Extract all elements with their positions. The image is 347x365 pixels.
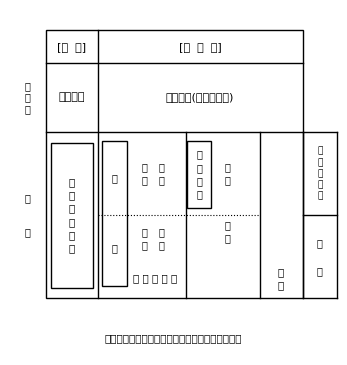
Text: イ
ン
ド
亜
大
陸: イ ン ド 亜 大 陸 [69, 177, 75, 253]
Bar [102, 141, 127, 286]
Text: 非
農
業: 非 農 業 [24, 81, 30, 114]
Text: 朝
鮮
半
島: 朝 鮮 半 島 [196, 150, 202, 199]
Text: 中




国: 中 国 [111, 173, 117, 253]
Text: 東
北: 東 北 [159, 162, 164, 185]
Bar [187, 141, 211, 208]
Text: 華
北: 華 北 [141, 162, 147, 185]
Text: アジアの伝統的生活様式と主作物の類型の模式図: アジアの伝統的生活様式と主作物の類型の模式図 [105, 333, 242, 343]
Text: 華
中: 華 中 [159, 227, 164, 250]
Text: 南
部: 南 部 [225, 220, 231, 243]
Text: [牧  畜]: [牧 畜] [57, 42, 86, 52]
Text: 北
部: 北 部 [225, 162, 231, 185]
Bar [51, 143, 93, 288]
Text: 日
本: 日 本 [278, 267, 284, 290]
Text: [非  牧  畜]: [非 牧 畜] [179, 42, 221, 52]
Text: 農


業: 農 業 [24, 193, 30, 238]
Text: 東 南 ア ジ ア: 東 南 ア ジ ア [133, 273, 178, 284]
Text: 稲

作: 稲 作 [317, 238, 323, 276]
Text: シベリア(狩猟・採集): シベリア(狩猟・採集) [166, 92, 234, 102]
Bar [46, 30, 303, 299]
Text: モンゴル: モンゴル [59, 92, 85, 102]
Text: 雑
穀
・
麦
作: 雑 穀 ・ 麦 作 [317, 147, 322, 200]
Text: 華
南: 華 南 [141, 227, 147, 250]
